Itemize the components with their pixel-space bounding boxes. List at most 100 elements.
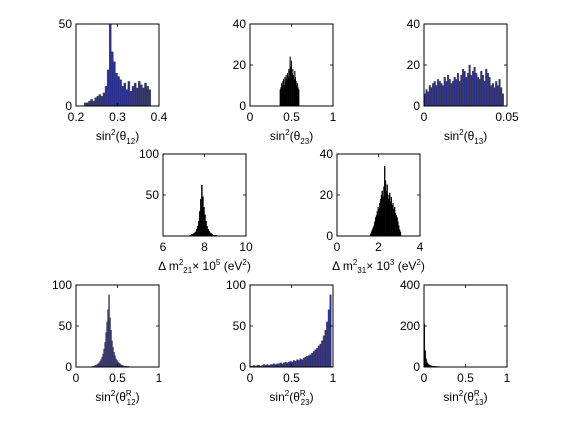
bar <box>294 361 297 368</box>
panel-dm21: 6 8 10 50 100 Δ m221× 105 (eV2) <box>139 147 253 275</box>
bar <box>125 89 129 107</box>
x-axis-label: sin2(θ23) <box>270 128 313 146</box>
x-tick-label: 4 <box>417 240 424 254</box>
bar <box>90 99 93 107</box>
bar <box>135 87 139 107</box>
bar <box>453 77 456 107</box>
x-tick-label: 0.5 <box>457 371 474 385</box>
bar <box>314 349 317 368</box>
bars-s23 <box>279 56 300 107</box>
bar <box>316 347 319 368</box>
bar <box>324 329 327 368</box>
bar <box>311 352 314 368</box>
bar <box>427 91 430 107</box>
x-tick-label: 6 <box>160 240 167 254</box>
panel-s13: 0 0.05 0 20 40 sin2(θ13) <box>407 17 519 146</box>
bar <box>94 97 97 107</box>
bar <box>428 85 431 107</box>
bar <box>138 81 141 107</box>
bar <box>286 362 289 368</box>
bar <box>460 75 463 107</box>
bar <box>465 77 468 107</box>
y-tick-label: 0 <box>239 360 246 374</box>
y-tick-label: 50 <box>59 17 73 31</box>
bar <box>102 92 106 107</box>
x-tick-label: 1 <box>330 371 337 385</box>
bar <box>491 83 494 107</box>
bar <box>498 79 501 107</box>
bar <box>299 358 302 368</box>
x-tick-label: 0 <box>247 110 254 124</box>
bar <box>476 77 479 107</box>
bar <box>108 23 112 107</box>
y-tick-label: 20 <box>233 58 247 72</box>
bar <box>440 83 443 107</box>
x-tick-label: 0 <box>247 371 254 385</box>
x-tick-label: 1 <box>156 371 163 385</box>
bar <box>133 82 137 107</box>
x-tick-label: 0.2 <box>68 110 85 124</box>
bar <box>321 340 324 368</box>
y-tick-label: 100 <box>52 278 72 292</box>
y-tick-label: 50 <box>146 188 160 202</box>
bar <box>115 72 118 107</box>
bar <box>307 355 310 368</box>
bar <box>297 360 301 368</box>
bar <box>298 89 300 107</box>
bar <box>480 70 483 107</box>
bar <box>119 79 122 107</box>
y-tick-label: 400 <box>400 278 420 292</box>
bar <box>326 321 329 368</box>
x-tick-label: 2 <box>375 240 382 254</box>
bar <box>304 356 307 368</box>
bar <box>319 343 322 368</box>
bar <box>146 86 149 107</box>
panel-s12: 0.2 0.3 0.4 0 50 sin2(θ12) <box>59 17 168 146</box>
bar <box>445 81 448 107</box>
bar <box>113 61 116 107</box>
bar <box>443 77 446 107</box>
bar <box>106 69 110 107</box>
bar <box>438 81 441 107</box>
x-tick-label: 8 <box>201 240 208 254</box>
bar <box>129 91 133 107</box>
bar <box>287 361 291 368</box>
bar <box>296 359 299 368</box>
y-tick-label: 20 <box>320 188 334 202</box>
bar <box>455 79 458 107</box>
bar <box>433 81 436 107</box>
bar <box>309 354 312 368</box>
x-axis-label: Δ m231× 103 (eV2) <box>332 258 425 275</box>
bar <box>448 79 451 107</box>
x-axis-label: sin2(θR 13) <box>443 389 487 407</box>
x-tick-label: 1 <box>504 371 511 385</box>
bar <box>327 309 330 368</box>
bar <box>96 95 100 107</box>
bar <box>111 51 114 107</box>
bar <box>430 87 433 107</box>
bar <box>399 231 402 237</box>
panel-s23: 0 0.5 1 0 20 40 sin2(θ23) <box>233 17 337 146</box>
bar <box>470 75 473 107</box>
bar <box>495 81 498 107</box>
bar <box>144 82 147 107</box>
bar <box>131 86 135 107</box>
y-tick-label: 40 <box>320 147 334 161</box>
x-tick-label: 0 <box>334 240 341 254</box>
bar <box>442 85 445 107</box>
x-axis-label: sin2(θ12) <box>96 128 139 146</box>
y-tick-label: 50 <box>59 319 73 333</box>
y-tick-label: 0 <box>413 99 420 113</box>
bar <box>292 360 296 368</box>
bars-dm21 <box>189 184 218 237</box>
bar <box>329 294 332 368</box>
bar <box>463 70 466 107</box>
bar <box>92 100 95 107</box>
x-tick-label: 0.3 <box>109 110 126 124</box>
bar <box>473 66 476 107</box>
y-tick-label: 40 <box>233 17 247 31</box>
bar <box>461 68 465 107</box>
bar <box>88 100 91 107</box>
bar <box>486 72 489 107</box>
